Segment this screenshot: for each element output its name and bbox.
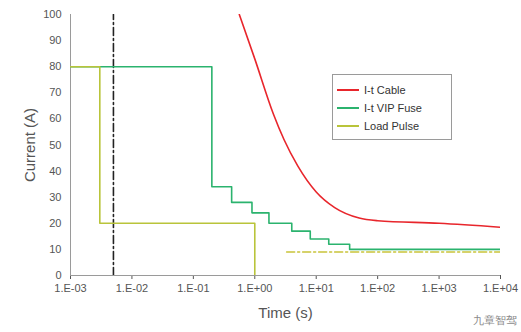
svg-text:100: 100 xyxy=(43,8,61,20)
html-text:I-t Cable: I-t Cable xyxy=(364,84,406,96)
html-text:九章智驾: 九章智驾 xyxy=(473,314,517,327)
svg-text:90: 90 xyxy=(49,34,61,46)
svg-text:0: 0 xyxy=(55,269,61,281)
svg-text:1.E+01: 1.E+01 xyxy=(299,282,334,294)
svg-text:1.E+00: 1.E+00 xyxy=(237,282,272,294)
svg-text:1.E-03: 1.E-03 xyxy=(54,282,86,294)
svg-text:1.E-02: 1.E-02 xyxy=(116,282,148,294)
svg-text:Current (A): Current (A) xyxy=(21,108,38,182)
svg-text:80: 80 xyxy=(49,60,61,72)
svg-text:1.E+03: 1.E+03 xyxy=(421,282,456,294)
svg-text:1.E-01: 1.E-01 xyxy=(177,282,209,294)
svg-text:30: 30 xyxy=(49,191,61,203)
svg-text:10: 10 xyxy=(49,243,61,255)
svg-text:70: 70 xyxy=(49,86,61,98)
svg-text:20: 20 xyxy=(49,217,61,229)
svg-text:60: 60 xyxy=(49,112,61,124)
svg-text:1.E+02: 1.E+02 xyxy=(360,282,395,294)
svg-text:Time (s): Time (s) xyxy=(258,304,312,321)
html-text:I-t VIP Fuse: I-t VIP Fuse xyxy=(364,102,422,114)
svg-text:40: 40 xyxy=(49,165,61,177)
html-text:Load Pulse: Load Pulse xyxy=(364,120,419,132)
svg-text:1.E+04: 1.E+04 xyxy=(483,282,518,294)
svg-text:50: 50 xyxy=(49,139,61,151)
